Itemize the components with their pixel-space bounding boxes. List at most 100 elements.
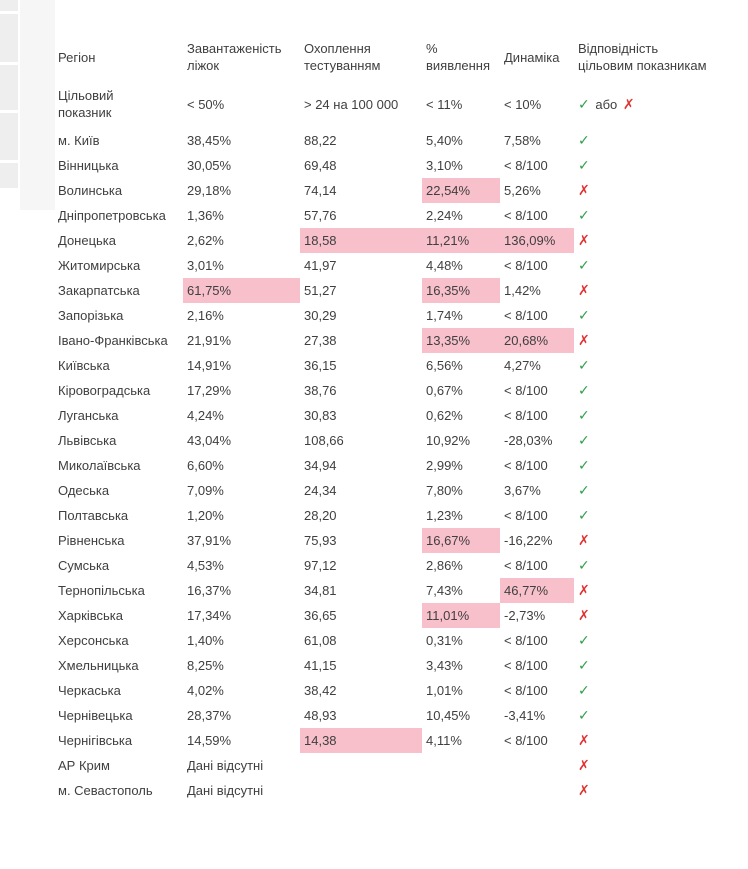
check-icon: ✓ [578,482,590,498]
cell-testing [300,778,422,803]
cross-icon: ✗ [578,582,590,598]
cross-icon: ✗ [578,732,590,748]
cell-region: Тернопільська [58,583,145,598]
check-icon: ✓ [578,357,590,373]
cell-dynamics: < 8/100 [504,208,548,223]
cell-detection: 0,67% [426,383,463,398]
table-row: Чернівецька 28,37% 48,93 10,45% -3,41% ✓ [54,703,748,728]
cell-dynamics: -28,03% [504,433,553,448]
cell-region: Вінницька [58,158,119,173]
cell-region: Волинська [58,183,123,198]
cell-testing: 14,38 [300,728,422,753]
cell-region: Сумська [58,558,110,573]
table-row: Сумська 4,53% 97,12 2,86% < 8/100 ✓ [54,553,748,578]
table-row: Київська 14,91% 36,15 6,56% 4,27% ✓ [54,353,748,378]
cell-testing: 69,48 [304,158,337,173]
cell-testing: 34,81 [304,583,337,598]
cell-region: Івано-Франківська [58,333,168,348]
cell-dynamics: < 8/100 [504,158,548,173]
cell-region: Чернігівська [58,733,133,748]
cell-detection: 1,74% [426,308,463,323]
table-row: Івано-Франківська 21,91% 27,38 13,35% 20… [54,328,748,353]
cell-beds: 3,01% [187,258,224,273]
cell-compliance: ✓ [574,153,748,178]
table-row: Черкаська 4,02% 38,42 1,01% < 8/100 ✓ [54,678,748,703]
cell-region: Миколаївська [58,458,141,473]
cell-beds: 8,25% [187,658,224,673]
check-icon: ✓ [578,382,590,398]
cell-region: Хмельницька [58,658,139,673]
cell-region: Київська [58,358,110,373]
check-icon: ✓ [578,507,590,523]
cell-compliance: ✓ [574,653,748,678]
cell-testing [300,753,422,778]
cell-detection [422,778,500,803]
cell-compliance: ✓ [574,203,748,228]
table-row: Полтавська 1,20% 28,20 1,23% < 8/100 ✓ [54,503,748,528]
cell-beds: 14,59% [187,733,232,748]
cell-compliance: ✓ [574,128,748,153]
cell-testing: 97,12 [304,558,337,573]
table-row: Вінницька 30,05% 69,48 3,10% < 8/100 ✓ [54,153,748,178]
table-row: Волинська 29,18% 74,14 22,54% 5,26% ✗ [54,178,748,203]
cell-testing: 34,94 [304,458,337,473]
cell-region: Закарпатська [58,283,140,298]
table-row: Херсонська 1,40% 61,08 0,31% < 8/100 ✓ [54,628,748,653]
cell-testing: 41,15 [304,658,337,673]
cell-region: Чернівецька [58,708,133,723]
cell-testing: 61,08 [304,633,337,648]
cell-compliance: ✓ [574,353,748,378]
cell-testing: 30,83 [304,408,337,423]
cell-beds: 2,16% [187,308,224,323]
table-row: Донецька 2,62% 18,58 11,21% 136,09% ✗ [54,228,748,253]
cell-beds: 17,29% [187,383,232,398]
cell-testing: 51,27 [304,283,337,298]
cell-testing: 30,29 [304,308,337,323]
cell-testing: 36,65 [304,608,337,623]
cell-detection: 1,01% [426,683,463,698]
regions-metrics-table: Регіон Завантаженість ліжок Охоплення те… [54,32,748,803]
col-header-dynamics: Динаміка [504,49,560,65]
cell-compliance: ✗ [574,603,748,628]
cell-dynamics: < 8/100 [504,733,548,748]
table-row: Хмельницька 8,25% 41,15 3,43% < 8/100 ✓ [54,653,748,678]
check-icon: ✓ [578,132,590,148]
cell-compliance: ✓ [574,378,748,403]
cell-dynamics: < 8/100 [504,258,548,273]
cell-region: Кіровоградська [58,383,151,398]
cell-beds: 21,91% [187,333,232,348]
cell-region: Рівненська [58,533,125,548]
cell-testing: 38,76 [304,383,337,398]
cell-detection: 0,31% [426,633,463,648]
cell-region: Херсонська [58,633,129,648]
col-header-testing: Охоплення тестуванням [304,41,381,73]
cell-detection: 0,62% [426,408,463,423]
cell-testing: 38,42 [304,683,337,698]
region-rows: м. Київ 38,45% 88,22 5,40% 7,58% ✓ Вінни… [54,128,748,803]
left-panel-strip-inner [20,0,55,210]
check-icon: ✓ [578,157,590,173]
cell-compliance: ✓ [574,253,748,278]
cross-icon: ✗ [578,232,590,248]
cell-dynamics: 7,58% [504,133,541,148]
cell-dynamics: < 8/100 [504,308,548,323]
cell-beds: 16,37% [187,583,232,598]
cell-beds: 1,36% [187,208,224,223]
col-header-beds: Завантаженість ліжок [187,41,282,73]
cell-compliance: ✓ [574,703,748,728]
cell-beds: 7,09% [187,483,224,498]
cell-detection: 3,43% [426,658,463,673]
cell-region: Одеська [58,483,110,498]
cell-target-testing: > 24 на 100 000 [304,96,399,112]
cell-beds: 2,62% [187,233,224,248]
cell-compliance: ✓ [574,403,748,428]
cell-beds: 17,34% [187,608,232,623]
table-row: м. Севастополь Дані відсутні ✗ [54,778,748,803]
cell-beds: 4,24% [187,408,224,423]
cell-beds: 37,91% [187,533,232,548]
check-icon: ✓ [578,207,590,223]
cell-compliance: ✓ [574,553,748,578]
table-row: Кіровоградська 17,29% 38,76 0,67% < 8/10… [54,378,748,403]
cell-detection: 2,99% [426,458,463,473]
check-icon: ✓ [578,657,590,673]
